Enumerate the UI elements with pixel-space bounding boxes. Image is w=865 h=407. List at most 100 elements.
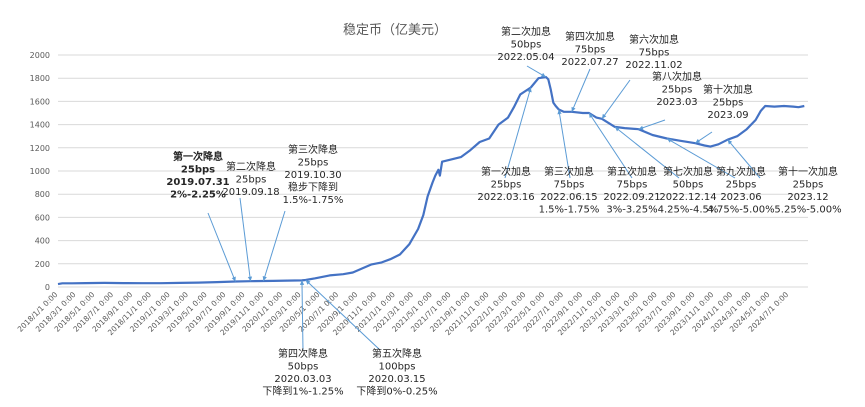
annotations: 第一次降息25bps2019.07.312%-2.25%第二次降息25bps20… <box>166 25 841 398</box>
annotation-line: 第六次加息 <box>629 33 679 46</box>
y-tick-label: 400 <box>35 237 50 246</box>
series-line <box>57 75 805 286</box>
annotation-line: 2020.03.15 <box>368 374 425 385</box>
annotation-line: 第四次降息 <box>278 347 328 360</box>
annotation-line: 第二次加息 <box>501 25 551 38</box>
annotation-arrow <box>588 112 633 179</box>
annotation-line: 100bps <box>379 362 416 373</box>
y-tick-label: 600 <box>35 213 50 222</box>
annotation-line: 25bps <box>491 180 522 191</box>
annotation-line: 1.5%-1.75% <box>283 195 344 206</box>
annotation-arrow <box>727 139 761 179</box>
annotation-line: 75bps <box>639 48 670 59</box>
annotation-arrowhead <box>540 72 546 78</box>
gridlines <box>58 54 808 288</box>
annotation-line: 2023.06 <box>720 192 761 203</box>
annotation-line: 第十次加息 <box>703 83 753 96</box>
annotation-arrow <box>558 109 571 179</box>
annotation-line: 2020.03.03 <box>274 374 331 385</box>
y-tick-label: 200 <box>35 260 50 269</box>
annotation-line: 2022.06.15 <box>540 192 597 203</box>
annotation-line: 第七次加息 <box>663 165 713 178</box>
annotation-line: 2022.11.02 <box>625 60 682 71</box>
y-tick-label: 1600 <box>30 97 50 106</box>
annotation-line: 2022.09.21 <box>603 192 660 203</box>
y-tick-label: 1000 <box>30 167 50 176</box>
annotation-line: 第三次加息 <box>544 165 594 178</box>
annotation-arrowhead <box>305 280 311 285</box>
annotation-arrowhead <box>727 139 733 145</box>
annotation-arrowhead <box>557 109 562 115</box>
annotation-arrowhead <box>299 280 305 285</box>
annotation-line: 2022.12.14 <box>659 192 716 203</box>
annotation-line: 稳步下降到 <box>288 181 338 194</box>
annotation-line: 第五次降息 <box>372 347 422 360</box>
annotation-line: 75bps <box>617 180 648 191</box>
series-layer <box>57 75 805 286</box>
annotation-line: 25bps <box>236 175 267 186</box>
annotation-line: 5.25%-5.00% <box>774 205 841 216</box>
y-tick-label: 1400 <box>30 121 50 130</box>
annotation-arrowhead <box>589 113 594 118</box>
annotation-line: 第五次加息 <box>607 165 657 178</box>
annotation-line: 75bps <box>575 45 606 56</box>
annotation-arrow <box>262 210 286 282</box>
y-tick-label: 2000 <box>30 51 50 60</box>
annotation-arrow <box>504 87 532 179</box>
annotation-arrowhead <box>614 126 620 132</box>
annotation-line: 50bps <box>511 40 542 51</box>
annotation-line: 25bps <box>181 165 215 176</box>
annotation-arrowhead <box>262 276 267 281</box>
annotation-line: 25bps <box>726 180 757 191</box>
annotation-arrowhead <box>247 276 253 282</box>
annotation-arrowhead <box>695 138 701 144</box>
annotation-arrowhead <box>638 125 644 130</box>
annotation-arrowhead <box>527 87 532 93</box>
annotation-line: 第三次降息 <box>288 143 338 156</box>
annotation-line: 2023.03 <box>656 97 697 108</box>
annotation-arrow <box>601 79 631 120</box>
annotation-arrows <box>207 65 761 351</box>
annotation-line: 2022.07.27 <box>561 57 618 68</box>
y-tick-label: 1200 <box>30 144 50 153</box>
y-axis-ticks: 0 200 400 600 800 1000 1200 1400 1600 1800 2000 <box>30 51 50 292</box>
annotation-line: 第十一次加息 <box>778 165 838 178</box>
annotation-arrowhead <box>231 276 236 282</box>
annotation-line: 下降到0%-0.25% <box>356 385 437 398</box>
y-tick-label: 0 <box>45 283 50 292</box>
annotation-arrow <box>614 126 680 179</box>
annotation-line: 4.75%-5.00% <box>707 205 774 216</box>
chart-title: 稳定币（亿美元） <box>343 22 447 38</box>
y-tick-label: 1800 <box>30 74 50 83</box>
annotation-line: 2022.03.16 <box>477 192 534 203</box>
annotation-line: 第一次加息 <box>481 165 531 178</box>
annotation-line: 3%-3.25% <box>606 205 657 216</box>
annotation-arrow <box>638 119 666 130</box>
annotation-line: 25bps <box>298 158 329 169</box>
annotation-arrow <box>207 212 236 282</box>
annotation-line: 2019.10.30 <box>284 170 341 181</box>
annotation-arrowhead <box>601 113 607 119</box>
annotation-line: 第八次加息 <box>652 70 702 83</box>
annotation-line: 2019.09.18 <box>222 187 279 198</box>
annotation-line: 2022.05.04 <box>497 52 554 63</box>
annotation-line: 第一次降息 <box>173 150 223 163</box>
annotation-line: 下降到1%-1.25% <box>262 385 343 398</box>
y-tick-label: 800 <box>35 190 50 199</box>
annotation-arrowhead <box>571 106 576 112</box>
annotation-line: 25bps <box>793 180 824 191</box>
annotation-line: 25bps <box>713 98 744 109</box>
